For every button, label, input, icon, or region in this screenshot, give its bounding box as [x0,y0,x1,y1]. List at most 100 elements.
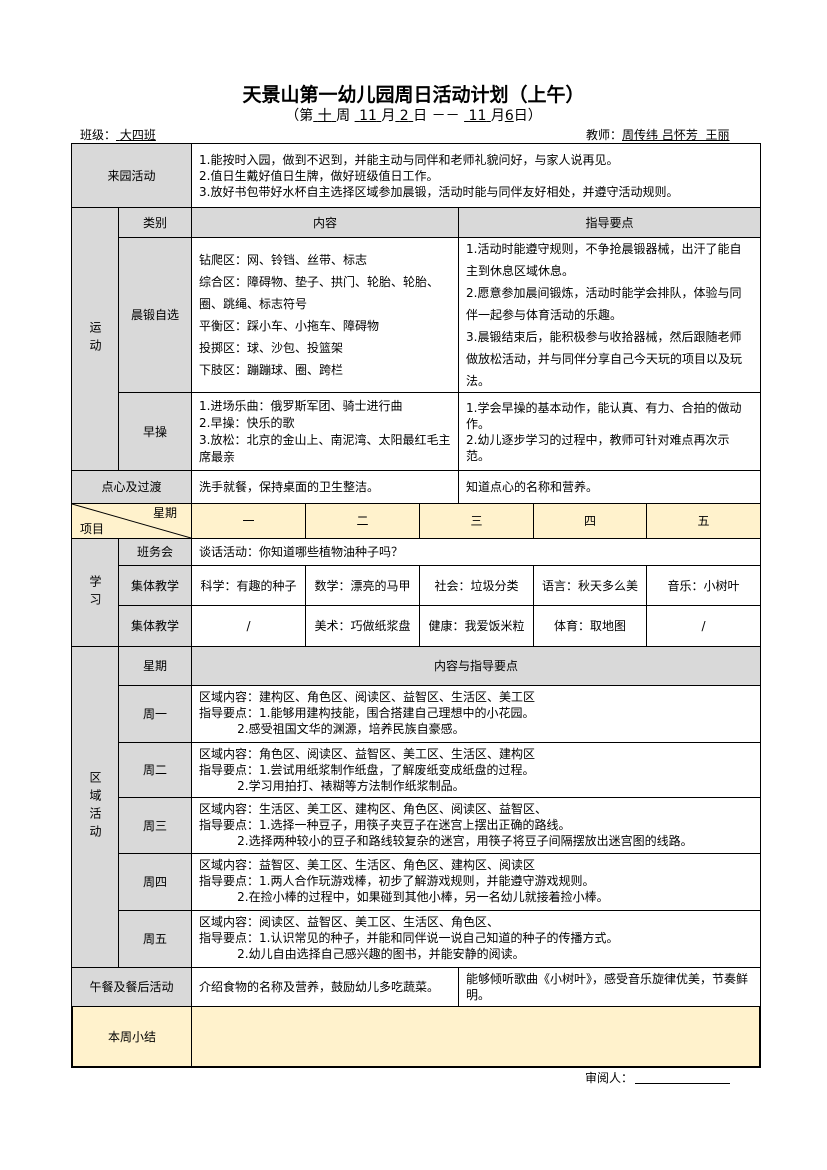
week-label: 周 [336,108,351,124]
reviewer-label: 审阅人： [585,1071,634,1085]
area-day-header: 星期 [118,646,192,686]
area-line: 区域内容：角色区、阅读区、益智区、美工区、生活区、建构区 [199,747,536,761]
area-day-label: 周三 [118,797,192,854]
reviewer-field[interactable] [635,1069,730,1084]
week-range: （第 十 周 11 月 2 日 －－ 11 月6日） [0,105,827,125]
category-header: 类别 [118,207,192,238]
lesson-cell: / [646,605,761,647]
area-line: 2.选择两种较小的豆子和路线较复杂的迷宫，用筷子将豆子间隔摆放出迷宫图的线路。 [199,834,693,848]
area-line: 指导要点：1.选择一种豆子，用筷子夹豆子在迷宫上摆出正确的路线。 [199,818,571,832]
arrival-line: 2.值日生戴好值日生牌，做好班级值日工作。 [199,168,439,183]
week-close: 日） [513,108,542,124]
month-label: 月 [490,108,505,124]
arrival-content: 1.能按时入园，做到不迟到，并能主动与同伴和老师礼貌问好，与家人说再见。 2.值… [191,143,761,208]
content-line: 平衡区：踩小车、小拖车、障碍物 [199,319,380,333]
lunch-guide: 能够倾听歌曲《小树叶》，感受音乐旋律优美，节奏鲜明。 [458,967,761,1007]
guide-header: 指导要点 [458,207,761,238]
start-month: 11 [359,108,377,124]
week-number: 十 [317,108,332,124]
content-line: 投掷区：球、沙包、投篮架 [199,341,344,355]
day-header: 三 [419,503,534,539]
area-day-label: 周四 [118,853,192,911]
content-header: 内容 [191,207,459,238]
arrival-label: 来园活动 [71,143,192,208]
area-line: 2.学习用拍打、裱糊等方法制作纸浆制品。 [199,779,465,793]
area-line: 区域内容：建构区、角色区、阅读区、益智区、生活区、美工区 [199,690,536,704]
lesson-cell: 科学：有趣的种子 [191,565,306,606]
guide-line: 2.愿意参加晨间锻炼，活动时能学会排队，体验与同伴一起参与体育活动的乐趣。 [466,286,742,322]
area-line: 区域内容：益智区、美工区、生活区、角色区、建构区、阅读区 [199,858,536,872]
area-day-content: 区域内容：益智区、美工区、生活区、角色区、建构区、阅读区指导要点：1.两人合作玩… [191,853,761,911]
diagonal-line [72,504,191,538]
class-meeting-label: 班务会 [118,538,192,566]
morning-exercise-guide: 1.活动时能遵守规则，不争抢晨锻器械，出汗了能自主到休息区域休息。 2.愿意参加… [458,237,761,393]
area-line: 指导要点：1.能够用建构技能，围合搭建自己理想中的小花园。 [199,706,535,720]
area-content-header: 内容与指导要点 [191,646,761,686]
month-label: 月 [381,108,396,124]
guide-line: 1.学会早操的基本动作，能认真、有力、合拍的做动作。 [466,400,742,431]
content-line: 1.进场乐曲：俄罗斯军团、骑士进行曲 [199,398,403,413]
study-label: 学习 [71,538,119,647]
class-value: 大四班 [119,128,156,142]
morning-exercise-label: 晨锻自选 [118,237,192,393]
lunch-content: 介绍食物的名称及营养，鼓励幼儿多吃蔬菜。 [191,967,459,1007]
group-teaching-label: 集体教学 [118,605,192,647]
page-title: 天景山第一幼儿园周日活动计划（上午） [242,84,585,106]
day-header: 一 [191,503,306,539]
area-day-content: 区域内容：角色区、阅读区、益智区、美工区、生活区、建构区 指导要点：1.尝试用纸浆… [191,742,761,798]
guide-line: 1.活动时能遵守规则，不争抢晨锻器械，出汗了能自主到休息区域休息。 [466,242,742,278]
sport-label: 运动 [71,207,119,471]
area-line: 2.在捡小棒的过程中，如果碰到其他小棒，另一名幼儿就接着捡小棒。 [199,890,609,904]
content-line: 2.早操：快乐的歌 [199,415,295,430]
exercise-content: 1.进场乐曲：俄罗斯军团、骑士进行曲 2.早操：快乐的歌 3.放松：北京的金山上… [191,392,459,471]
week-open: （第 [285,108,314,124]
item-header: 项目 [80,522,105,536]
content-line: 3.放松：北京的金山上、南泥湾、太阳最红毛主席最亲 [199,432,451,464]
area-line: 区域内容：阅读区、益智区、美工区、生活区、角色区、 [199,915,500,929]
area-day-label: 周一 [118,685,192,743]
teacher-value: 周传纬 吕怀芳 王丽 [622,128,730,142]
area-line: 区域内容：生活区、美工区、建构区、角色区、阅读区、益智区、 [199,802,548,816]
summary-label: 本周小结 [71,1006,192,1068]
teacher-label: 教师： [586,128,623,142]
lunch-label: 午餐及餐后活动 [71,967,192,1007]
weekday-header: 星期 [152,506,177,520]
end-month: 11 [468,108,487,124]
morning-exercise-content: 钻爬区：网、铃铛、丝带、标志 综合区：障碍物、垫子、拱门、轮胎、轮胎、圈、跳绳、… [191,237,459,393]
area-day-content: 区域内容：阅读区、益智区、美工区、生活区、角色区、指导要点：1.认识常见的种子，… [191,910,761,968]
end-day: 6 [504,108,514,124]
area-line: 指导要点：1.两人合作玩游戏棒，初步了解游戏规则，并能遵守游戏规则。 [199,874,595,888]
group-teaching-label: 集体教学 [118,565,192,606]
header-corner: 星期 项目 [71,503,192,539]
summary-content[interactable] [191,1006,761,1068]
area-day-content: 区域内容：建构区、角色区、阅读区、益智区、生活区、美工区 指导要点：1.能够用建构… [191,685,761,743]
day-label: 日 －－ [413,108,460,124]
content-line: 下肢区：蹦蹦球、圈、跨栏 [199,363,344,377]
snack-content: 洗手就餐，保持桌面的卫生整洁。 [191,470,459,504]
content-line: 综合区：障碍物、垫子、拱门、轮胎、轮胎、圈、跳绳、标志符号 [199,275,440,311]
class-label: 班级： [80,128,117,142]
area-line: 2.幼儿自由选择自己感兴趣的图书，并能安静的阅读。 [199,947,525,961]
lesson-cell: 社会：垃圾分类 [419,565,534,606]
area-line: 2.感受祖国文华的渊源，培养民族自豪感。 [199,722,465,736]
lesson-cell: 音乐：小树叶 [646,565,761,606]
snack-guide: 知道点心的名称和营养。 [458,470,761,504]
area-day-content: 区域内容：生活区、美工区、建构区、角色区、阅读区、益智区、指导要点：1.选择一种… [191,797,761,854]
day-header: 四 [533,503,647,539]
lesson-cell: 美术：巧做纸浆盘 [305,605,420,647]
day-header: 五 [646,503,761,539]
class-meeting-content: 谈话活动：你知道哪些植物油种子吗？ [191,538,761,566]
area-line: 指导要点：1.尝试用纸浆制作纸盘，了解废纸变成纸盘的过程。 [199,763,535,777]
lesson-cell: / [191,605,306,647]
area-line: 指导要点：1.认识常见的种子，并能和同伴说一说自己知道的种子的传播方式。 [199,931,619,945]
class-info: 班级： 大四班 [80,126,196,143]
area-activity-label: 区域活动 [71,646,119,968]
snack-label: 点心及过渡 [71,470,192,504]
lesson-cell: 语言：秋天多么美 [533,565,647,606]
exercise-guide: 1.学会早操的基本动作，能认真、有力、合拍的做动作。 2.幼儿逐步学习的过程中，… [458,392,761,471]
lesson-cell: 健康：我爱饭米粒 [419,605,534,647]
start-day: 2 [399,108,409,124]
area-day-label: 周二 [118,742,192,798]
arrival-line: 1.能按时入园，做到不迟到，并能主动与同伴和老师礼貌问好，与家人说再见。 [199,152,619,167]
